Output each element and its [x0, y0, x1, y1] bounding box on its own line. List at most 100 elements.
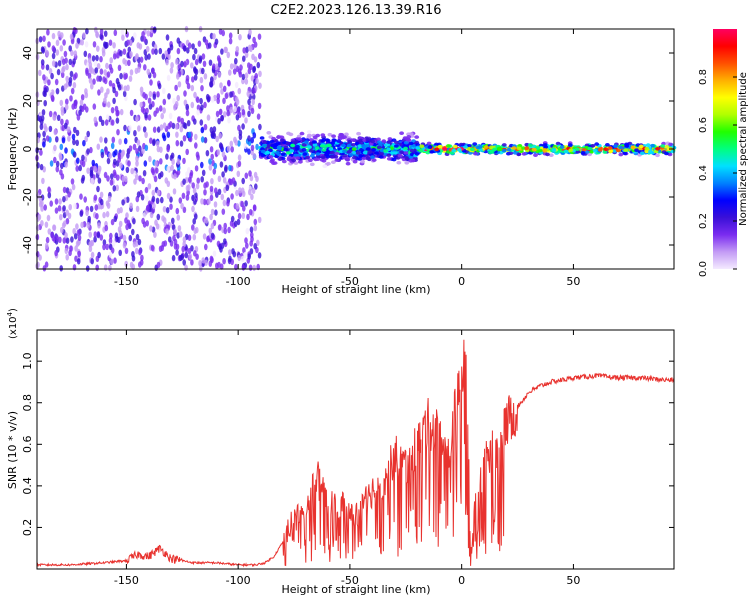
- spectrogram-cell: [75, 42, 79, 49]
- spectrogram-cell: [77, 250, 81, 257]
- spectrogram-x-ticks: -150 -100 -50 0 50: [114, 29, 580, 288]
- spectrogram-cell: [226, 200, 230, 207]
- spectrogram-cell: [70, 236, 74, 243]
- spectrogram-cell: [346, 143, 352, 148]
- spectrogram-cell: [120, 29, 125, 36]
- spectrogram-cell: [193, 250, 197, 257]
- spectrogram-cell: [261, 143, 267, 148]
- spectrogram-cell: [60, 71, 65, 79]
- spectrogram-cell: [228, 255, 232, 262]
- spectrogram-cell: [182, 236, 187, 243]
- spectrogram-cell: [244, 78, 249, 85]
- spectrogram-cell: [86, 148, 90, 155]
- spectrogram-cell: [156, 189, 161, 196]
- spectrogram-cell: [106, 157, 111, 165]
- spectrogram-cell: [160, 244, 165, 252]
- spectrogram-cell: [230, 215, 235, 223]
- spectrogram-cell: [91, 159, 96, 167]
- spectrogram-cell: [94, 67, 99, 74]
- spectrogram-cell: [183, 90, 187, 97]
- spectrogram-cell: [80, 105, 85, 113]
- spectrogram-cell: [229, 140, 234, 147]
- spectrogram-cell: [178, 231, 183, 238]
- spectrogram-cell: [194, 165, 199, 172]
- spectrogram-cell: [320, 133, 326, 137]
- spectrogram-cell: [86, 167, 90, 174]
- spectrogram-cell: [182, 157, 186, 165]
- spectrogram-cell: [255, 143, 259, 151]
- spectrogram-cell: [155, 197, 160, 204]
- spectrogram-cell: [232, 68, 237, 75]
- spectrogram-cell: [304, 140, 309, 144]
- spectrogram-cell: [55, 136, 59, 143]
- spectrogram-cell: [247, 44, 252, 51]
- spectrogram-cell: [644, 146, 650, 151]
- spectrogram-cell: [191, 205, 195, 213]
- spectrogram-cell: [122, 90, 127, 98]
- spectrogram-cell: [383, 149, 389, 153]
- spectrogram-cell: [301, 143, 307, 147]
- spectrogram-cell: [110, 258, 114, 265]
- spectrogram-cell: [331, 160, 336, 164]
- spectrogram-cell: [212, 126, 217, 133]
- spectrogram-cell: [289, 149, 295, 153]
- spectrogram-cell: [93, 165, 97, 173]
- spectrogram-cell: [111, 136, 116, 143]
- spectrogram-cell: [256, 113, 261, 120]
- spectrogram-cell: [163, 240, 168, 247]
- spectrogram-cell: [214, 187, 218, 194]
- spectrogram-cell: [56, 114, 61, 122]
- spectrogram-cell: [154, 48, 158, 55]
- snr-scale-exp: 4: [6, 311, 14, 316]
- spectrogram-cell: [99, 234, 104, 241]
- spectrogram-cell: [131, 255, 136, 262]
- spectrogram-cell: [48, 125, 53, 133]
- spectrogram-cell: [144, 112, 148, 119]
- spectrogram-cell: [237, 140, 241, 147]
- spectrogram-cell: [156, 213, 161, 221]
- spectrogram-cell: [83, 50, 88, 57]
- spectrogram-cell: [61, 222, 66, 229]
- spectrogram-cell: [141, 177, 145, 185]
- spectrogram-cell: [186, 47, 190, 54]
- spectrogram-cell: [408, 132, 414, 136]
- spectrogram-cell: [182, 206, 187, 213]
- spectrogram-cell: [194, 58, 199, 66]
- spectrogram-cell: [92, 103, 97, 110]
- spectrogram-cell: [128, 75, 133, 82]
- y-tick-label: 0.6: [21, 436, 34, 454]
- spectrogram-cell: [131, 228, 135, 236]
- spectrogram-cell: [92, 78, 96, 85]
- spectrogram-cell: [101, 46, 106, 54]
- spectrogram-cell: [230, 146, 234, 153]
- spectrogram-cell: [80, 39, 84, 46]
- spectrogram-cell: [370, 155, 375, 159]
- spectrogram-cell: [247, 148, 251, 155]
- spectrogram-cell: [235, 98, 240, 106]
- spectrogram-cell: [38, 254, 42, 261]
- spectrogram-cell: [182, 259, 186, 266]
- spectrogram-cell: [55, 39, 60, 46]
- spectrogram-cell: [81, 160, 86, 168]
- spectrogram-cell: [213, 201, 218, 208]
- spectrogram-cell: [203, 189, 207, 196]
- spectrogram-cell: [144, 93, 148, 101]
- spectrogram-cell: [219, 82, 223, 89]
- spectrogram-cell: [149, 137, 153, 144]
- spectrogram-cell: [592, 148, 598, 153]
- spectrogram-cell: [155, 107, 160, 114]
- spectrogram-cell: [210, 96, 215, 103]
- spectrogram-cell: [638, 144, 644, 149]
- spectrogram-cell: [65, 75, 69, 83]
- spectrogram-cell: [108, 152, 112, 159]
- spectrogram-cell: [545, 152, 550, 157]
- spectrogram-cell: [227, 80, 231, 87]
- spectrogram-cell: [193, 74, 198, 81]
- spectrogram-cell: [112, 97, 116, 105]
- spectrogram-cell: [209, 185, 214, 192]
- spectrogram-cell: [191, 43, 195, 50]
- spectrogram-cell: [143, 160, 148, 167]
- spectrogram-cell: [241, 212, 246, 219]
- spectrogram-cell: [51, 60, 56, 67]
- spectrogram-cell: [221, 151, 226, 158]
